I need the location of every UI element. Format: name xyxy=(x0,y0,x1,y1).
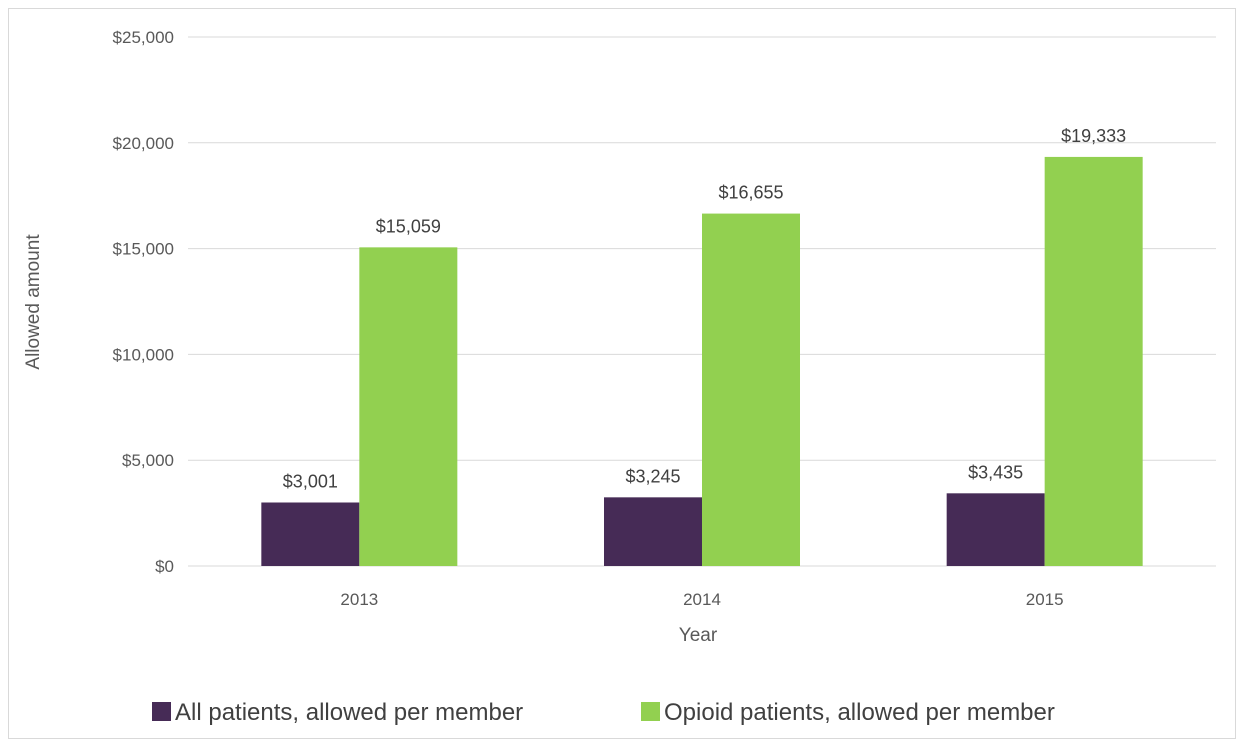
y-tick-label: $15,000 xyxy=(113,240,174,259)
chart-frame xyxy=(8,8,1236,739)
data-label: $16,655 xyxy=(718,183,783,203)
bar-series1-2015 xyxy=(1044,156,1143,566)
data-label: $3,245 xyxy=(625,466,680,486)
x-axis-ticks: 2013 2014 2015 xyxy=(340,590,1063,609)
x-tick-label: 2014 xyxy=(683,590,721,609)
bar-series0-2013 xyxy=(261,502,360,566)
legend-label-series0: All patients, allowed per member xyxy=(175,699,523,726)
bars xyxy=(261,156,1143,566)
bar-series0-2015 xyxy=(946,493,1045,566)
y-tick-label: $5,000 xyxy=(122,451,174,470)
data-label: $19,333 xyxy=(1061,126,1126,146)
y-axis-title: Allowed amount xyxy=(23,234,44,370)
legend-label-series1: Opioid patients, allowed per member xyxy=(664,699,1055,726)
data-labels: $3,001 $15,059 $3,245 $16,655 $3,435 $19,333 xyxy=(283,126,1126,492)
legend-swatch-series1 xyxy=(641,702,660,721)
bar-series1-2014 xyxy=(702,213,800,566)
legend: All patients, allowed per member Opioid p… xyxy=(152,699,1055,726)
legend-swatch-series0 xyxy=(152,702,171,721)
x-axis-title: Year xyxy=(679,625,718,646)
bar-series0-2014 xyxy=(604,497,702,566)
y-tick-label: $10,000 xyxy=(113,345,174,364)
y-axis-ticks: $0 $5,000 $10,000 $15,000 $20,000 $25,000 xyxy=(113,28,174,576)
data-label: $15,059 xyxy=(376,216,441,236)
x-tick-label: 2013 xyxy=(340,590,378,609)
y-tick-label: $25,000 xyxy=(113,28,174,47)
bar-series1-2013 xyxy=(359,247,458,566)
x-tick-label: 2015 xyxy=(1026,590,1064,609)
data-label: $3,001 xyxy=(283,471,338,491)
data-label: $3,435 xyxy=(968,462,1023,482)
y-tick-label: $0 xyxy=(155,557,174,576)
y-tick-label: $20,000 xyxy=(113,134,174,153)
